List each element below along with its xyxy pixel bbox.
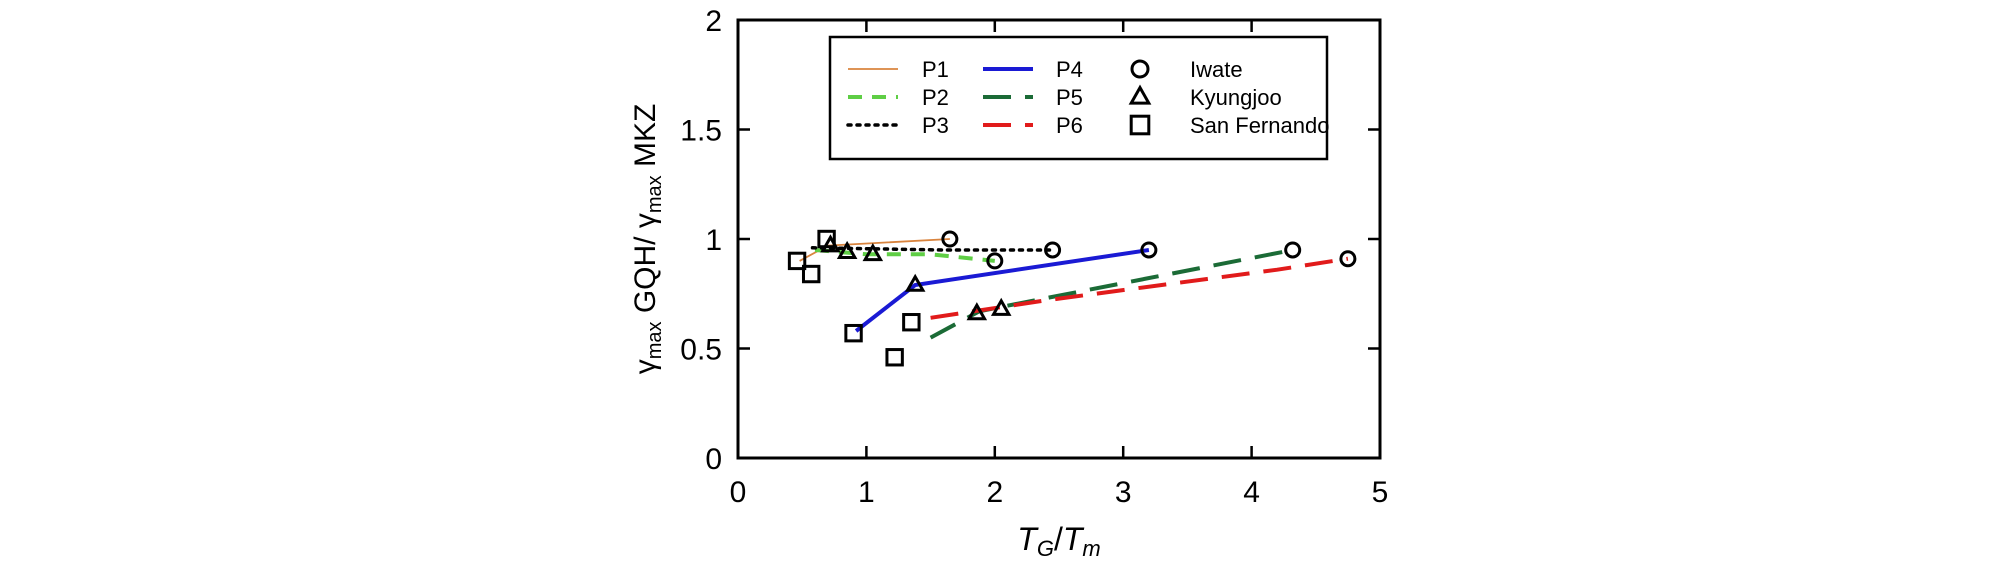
legend-label-p2: P2 [922, 85, 949, 110]
y-label-gamma1: γ [629, 359, 662, 374]
y-label-sub1: max [644, 322, 666, 360]
y-label-gamma2: γ [629, 213, 662, 228]
marker-san-fernando [801, 264, 821, 284]
legend: P1 P2 P3 P4 P5 P6 Iwate Kyungjoo San Fernando [828, 35, 1329, 161]
marker-layer [787, 229, 1357, 367]
legend-label-kyungjoo: Kyungjoo [1190, 85, 1282, 110]
legend-items: P1 P2 P3 P4 P5 P6 Iwate Kyungjoo San Fernando [846, 57, 1329, 138]
marker-iwate [986, 252, 1004, 270]
marker-san-fernando [844, 323, 863, 343]
marker-iwate [1140, 241, 1158, 259]
x-axis-label: TG/Tm [1017, 521, 1100, 561]
legend-label-p4: P4 [1056, 57, 1083, 82]
series-layer [799, 238, 1349, 340]
marker-san-fernando [787, 251, 807, 271]
x-tick-label: 5 [1372, 476, 1389, 509]
series-line-p6 [930, 256, 1349, 320]
legend-label-p6: P6 [1056, 113, 1083, 138]
legend-marker-kyungjoo [1128, 84, 1152, 105]
series-line-p4 [854, 248, 1150, 333]
marker-iwate [1044, 241, 1062, 259]
y-label-sub2: max [644, 175, 666, 213]
y-tick-label: 0.5 [680, 334, 722, 367]
series-line-p5 [929, 248, 1294, 340]
legend-label-p3: P3 [922, 113, 949, 138]
x-label-sub2: m [1082, 536, 1100, 561]
marker-san-fernando [902, 313, 921, 332]
marker-iwate [941, 230, 959, 248]
legend-label-p5: P5 [1056, 85, 1083, 110]
marker-kyungjoo [862, 243, 884, 262]
y-tick-label: 1.5 [680, 115, 722, 148]
marker-iwate [1284, 241, 1302, 259]
legend-box [828, 35, 1329, 161]
y-tick-label: 1 [705, 224, 722, 257]
marker-kyungjoo [836, 240, 858, 259]
marker-kyungjoo [966, 302, 988, 321]
x-tick-label: 4 [1243, 476, 1260, 509]
y-tick-label: 0 [705, 443, 722, 476]
legend-marker-san-fernando [1129, 114, 1151, 136]
x-tick-label: 0 [730, 476, 747, 509]
legend-label-p1: P1 [922, 57, 949, 82]
y-tick-label: 2 [705, 5, 722, 38]
marker-san-fernando [885, 348, 904, 367]
y-label-gqh: GQH/ [629, 228, 662, 321]
series-line-p2 [814, 248, 996, 263]
marker-kyungjoo [904, 273, 926, 292]
legend-marker-iwate [1130, 59, 1150, 79]
marker-kyungjoo [990, 297, 1012, 316]
marker-san-fernando [817, 229, 836, 249]
x-tick-label: 1 [858, 476, 875, 509]
legend-label-iwate: Iwate [1190, 57, 1243, 82]
y-axis-label: γmax GQH/ γmax MKZ [629, 104, 666, 375]
y-label-mkz: MKZ [629, 104, 662, 176]
series-line-p3 [810, 246, 1055, 252]
x-label-slash: / [1054, 521, 1063, 557]
axis-ticks [736, 18, 1382, 460]
tick-labels: 0 1 2 3 4 5 0 0.5 1 1.5 2 [680, 5, 1388, 509]
x-label-sub1: G [1037, 536, 1054, 561]
x-label-t1: T [1017, 521, 1039, 557]
x-label-t2: T [1063, 521, 1085, 557]
x-tick-label: 2 [986, 476, 1003, 509]
x-tick-label: 3 [1115, 476, 1132, 509]
marker-iwate [1339, 250, 1357, 268]
legend-label-san-fernando: San Fernando [1190, 113, 1329, 138]
